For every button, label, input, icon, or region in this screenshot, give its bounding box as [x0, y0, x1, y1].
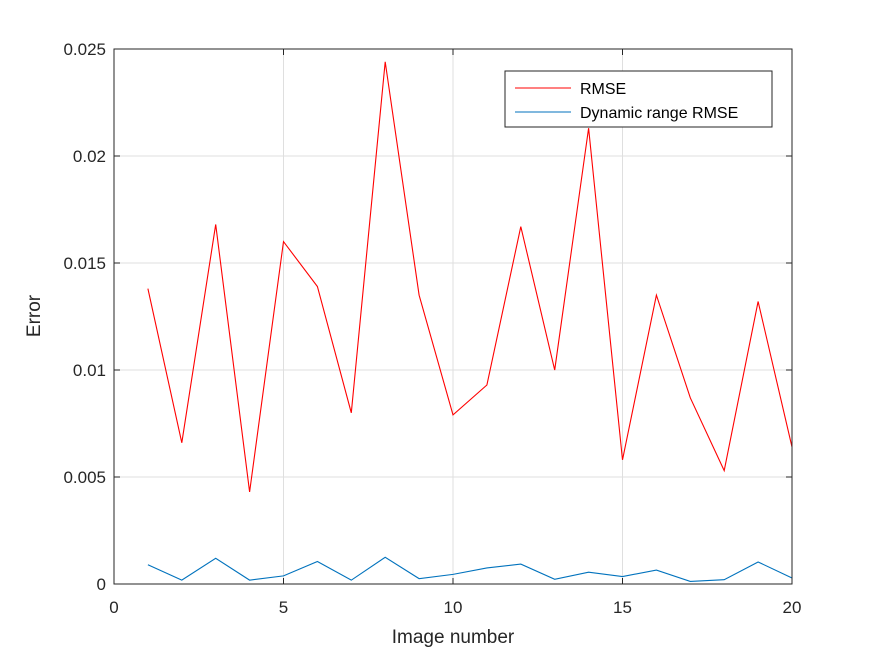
y-tick-label: 0.02 [73, 147, 106, 166]
y-tick-label: 0.015 [63, 254, 106, 273]
legend-box [504, 70, 773, 128]
legend-label: RMSE [580, 81, 626, 98]
y-axis-label: Error [24, 294, 45, 337]
x-tick-label: 20 [783, 598, 802, 617]
x-tick-label: 10 [444, 598, 463, 617]
legend: RMSE Dynamic range RMSE [504, 70, 773, 128]
y-tick-label: 0.025 [63, 40, 106, 59]
y-tick-label: 0.01 [73, 361, 106, 380]
y-tick-label: 0.005 [63, 468, 106, 487]
series-line-dynamic-range-rmse [147, 556, 793, 582]
y-tick-label: 0 [97, 575, 106, 594]
x-tick-label: 15 [613, 598, 632, 617]
x-tick-label: 5 [279, 598, 288, 617]
legend-label: Dynamic range RMSE [580, 105, 738, 122]
x-tick-label: 0 [109, 598, 118, 617]
axis-ticks: 0 5 10 15 20 0 0.005 0.01 0.015 0.02 0.025 [63, 40, 801, 617]
series-line-rmse [147, 61, 793, 493]
x-axis-label: Image number [392, 627, 515, 648]
series-lines [147, 61, 793, 582]
grid-lines [114, 49, 792, 584]
